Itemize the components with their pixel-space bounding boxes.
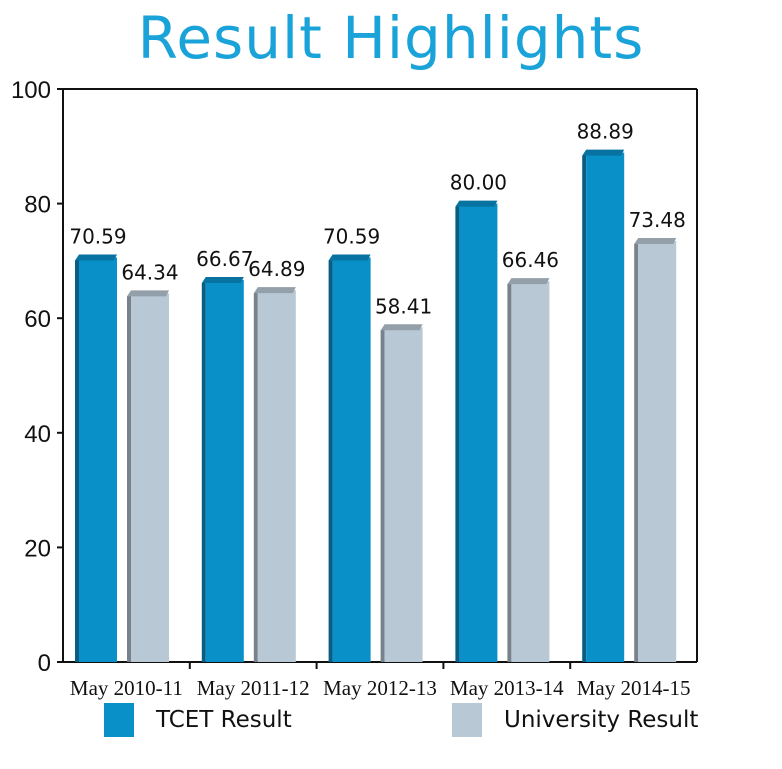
value-label: 88.89 xyxy=(577,120,634,144)
y-tick-label: 100 xyxy=(11,77,51,104)
legend-item-tcet: TCET Result xyxy=(104,700,292,740)
value-label: 66.67 xyxy=(196,247,253,271)
bar-university-1 xyxy=(253,287,296,662)
chart-title: Result Highlights xyxy=(137,4,645,72)
legend-item-university: University Result xyxy=(452,700,698,740)
bar-university-4 xyxy=(634,237,677,662)
value-label: 66.46 xyxy=(502,248,559,272)
x-category-label: May 2011-12 xyxy=(197,676,310,700)
bar-tcet-2 xyxy=(328,254,371,662)
legend-swatch-tcet xyxy=(104,703,134,737)
value-label: 80.00 xyxy=(450,171,507,195)
x-category-label: May 2010-11 xyxy=(70,676,183,700)
value-label: 64.89 xyxy=(248,257,305,281)
bar-tcet-0 xyxy=(75,254,117,662)
y-tick-label: 20 xyxy=(24,535,51,562)
x-category-label: May 2012-13 xyxy=(323,676,437,700)
y-tick-label: 0 xyxy=(38,650,51,677)
value-label: 64.34 xyxy=(121,260,178,284)
x-category-label: May 2013-14 xyxy=(450,676,564,700)
bar-university-0 xyxy=(127,290,169,662)
legend-swatch-university xyxy=(452,703,482,737)
bar-tcet-1 xyxy=(201,276,244,662)
y-tick-label: 40 xyxy=(24,421,51,448)
value-label: 73.48 xyxy=(629,208,686,232)
value-label: 70.59 xyxy=(69,225,126,249)
bar-university-2 xyxy=(380,324,423,662)
bar-tcet-3 xyxy=(455,200,498,662)
y-tick-label: 80 xyxy=(24,192,51,219)
value-label: 58.41 xyxy=(375,294,432,318)
legend-label-tcet: TCET Result xyxy=(156,707,292,733)
y-tick-label: 60 xyxy=(24,306,51,333)
bar-university-3 xyxy=(507,278,550,662)
legend-label-university: University Result xyxy=(504,707,699,733)
value-label: 70.59 xyxy=(323,225,380,249)
bar-tcet-4 xyxy=(582,149,625,663)
x-category-label: May 2014-15 xyxy=(577,676,691,700)
